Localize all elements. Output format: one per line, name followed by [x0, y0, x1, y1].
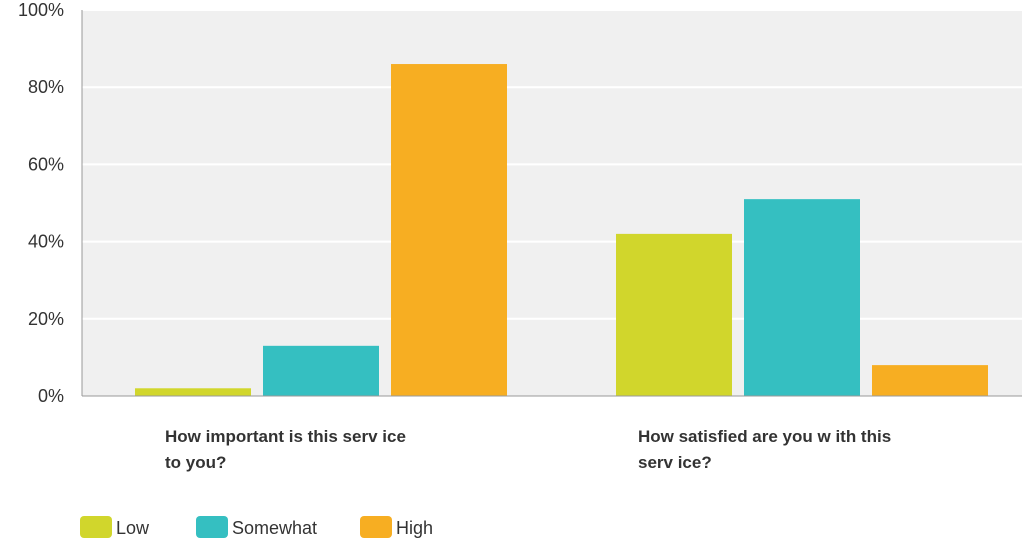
plot-background [82, 10, 1022, 396]
legend-label-low: Low [116, 518, 150, 538]
x-category-label: How important is this serv ice [165, 427, 406, 446]
axes [81, 10, 1022, 397]
legend-swatch-somewhat [196, 516, 228, 538]
y-tick-label: 40% [28, 232, 64, 252]
x-axis-category-labels: How important is this serv ice to you? How… [165, 427, 891, 472]
bar-low-1 [135, 388, 251, 396]
legend: Low Somewhat High [80, 516, 433, 538]
gridlines [82, 9, 1022, 320]
x-category-label: How satisfied are you w ith this [638, 427, 891, 446]
x-category-label: serv ice? [638, 453, 712, 472]
y-tick-label: 100% [18, 0, 64, 20]
y-axis-tick-labels: 0% 20% 40% 60% 80% 100% [18, 0, 64, 406]
y-tick-label: 80% [28, 77, 64, 97]
bars [135, 64, 988, 396]
bar-high-1 [391, 64, 507, 396]
bar-low-2 [616, 233, 732, 396]
bar-high-2 [872, 365, 988, 396]
y-tick-label: 20% [28, 309, 64, 329]
y-tick-label: 0% [38, 386, 64, 406]
x-category-label: to you? [165, 453, 226, 472]
legend-swatch-low [80, 516, 112, 538]
plot-area [82, 10, 1022, 396]
bar-somewhat-2 [744, 199, 860, 396]
legend-label-somewhat: Somewhat [232, 518, 317, 538]
legend-swatch-high [360, 516, 392, 538]
bar-somewhat-1 [263, 345, 379, 396]
legend-label-high: High [396, 518, 433, 538]
y-tick-label: 60% [28, 154, 64, 174]
